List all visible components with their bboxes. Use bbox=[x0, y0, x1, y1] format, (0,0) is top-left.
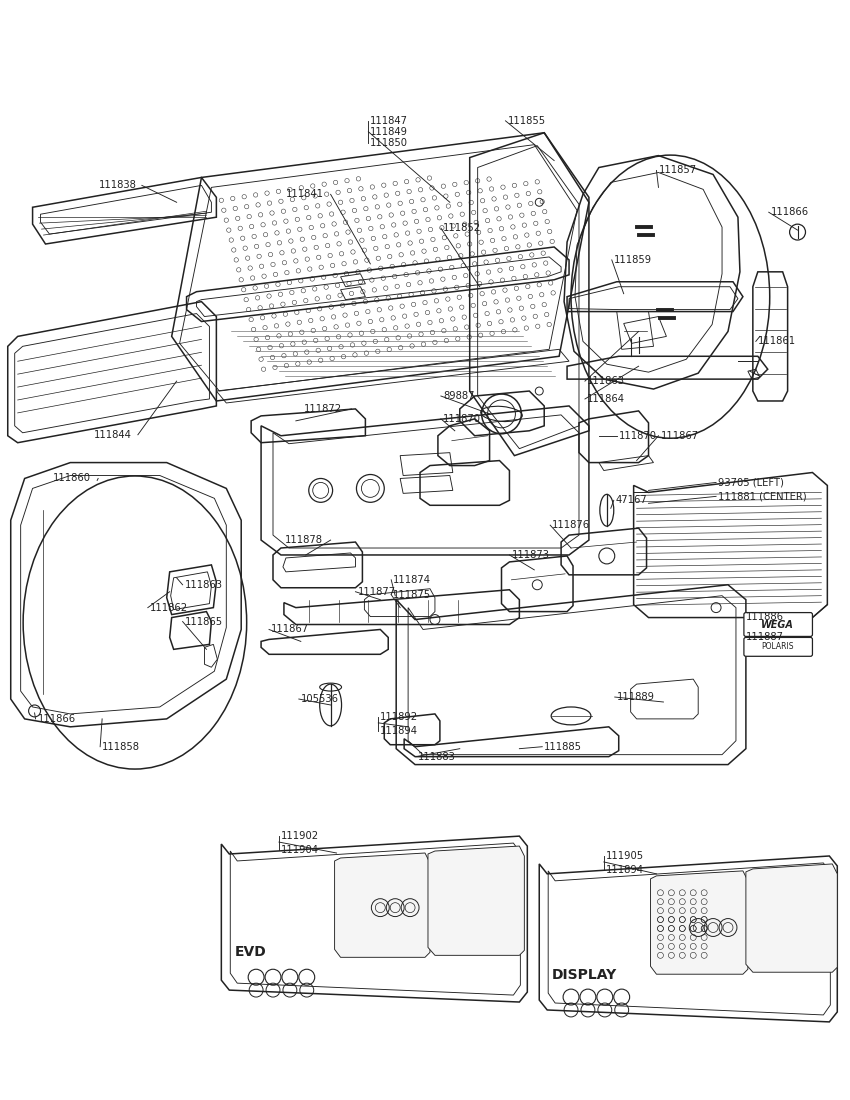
Text: 111881 (CENTER): 111881 (CENTER) bbox=[718, 492, 807, 502]
FancyBboxPatch shape bbox=[744, 613, 813, 637]
Text: 111850: 111850 bbox=[371, 138, 408, 147]
Text: 111863: 111863 bbox=[587, 376, 625, 386]
Text: 111902: 111902 bbox=[281, 832, 319, 842]
Text: 111841: 111841 bbox=[286, 189, 324, 199]
Text: 111874: 111874 bbox=[394, 575, 431, 585]
Text: 111852: 111852 bbox=[443, 223, 481, 233]
Text: 111867: 111867 bbox=[271, 625, 309, 635]
Text: 111857: 111857 bbox=[659, 165, 697, 176]
Text: 111889: 111889 bbox=[617, 692, 654, 702]
Text: 111873: 111873 bbox=[512, 550, 549, 560]
Text: 111905: 111905 bbox=[606, 851, 644, 861]
Text: 111864: 111864 bbox=[587, 394, 625, 404]
Text: 111870: 111870 bbox=[619, 431, 657, 441]
Polygon shape bbox=[746, 864, 837, 972]
Text: 111838: 111838 bbox=[99, 180, 137, 190]
Text: 111872: 111872 bbox=[303, 404, 342, 414]
Text: 111867: 111867 bbox=[660, 431, 699, 441]
Text: WEGA: WEGA bbox=[762, 619, 794, 629]
Text: 111883: 111883 bbox=[418, 751, 456, 761]
Text: 111855: 111855 bbox=[507, 116, 546, 125]
Text: 111865: 111865 bbox=[184, 616, 223, 627]
FancyBboxPatch shape bbox=[744, 637, 813, 657]
Text: 111866: 111866 bbox=[771, 207, 809, 217]
Text: 111844: 111844 bbox=[94, 430, 132, 440]
Text: EVD: EVD bbox=[235, 945, 266, 959]
Polygon shape bbox=[428, 846, 524, 955]
Text: 89887: 89887 bbox=[443, 390, 474, 402]
Text: 111866: 111866 bbox=[37, 714, 76, 724]
Text: 111894: 111894 bbox=[380, 726, 418, 736]
Text: 111858: 111858 bbox=[102, 741, 140, 751]
Text: 111894: 111894 bbox=[606, 865, 643, 874]
Text: 111860: 111860 bbox=[53, 473, 90, 484]
Text: 47167: 47167 bbox=[615, 495, 648, 505]
Text: 111862: 111862 bbox=[150, 603, 188, 613]
Text: 111885: 111885 bbox=[544, 741, 582, 751]
Text: 111904: 111904 bbox=[281, 845, 319, 855]
Text: 111878: 111878 bbox=[285, 535, 323, 546]
Text: 93705 (LEFT): 93705 (LEFT) bbox=[718, 477, 784, 487]
Polygon shape bbox=[335, 852, 430, 957]
Text: 111861: 111861 bbox=[758, 337, 796, 346]
Text: 111870: 111870 bbox=[443, 414, 481, 424]
Text: 111877: 111877 bbox=[358, 586, 395, 596]
Polygon shape bbox=[650, 871, 748, 975]
Text: 111875: 111875 bbox=[394, 590, 431, 600]
Text: 111886: 111886 bbox=[746, 612, 784, 621]
Text: 111892: 111892 bbox=[380, 712, 418, 722]
Text: DISPLAY: DISPLAY bbox=[552, 968, 617, 982]
Text: 111849: 111849 bbox=[371, 126, 408, 136]
Text: 105536: 105536 bbox=[301, 694, 339, 704]
Text: 111876: 111876 bbox=[552, 520, 590, 530]
Text: 111847: 111847 bbox=[371, 116, 408, 125]
Text: 111887: 111887 bbox=[746, 632, 784, 642]
Text: POLARIS: POLARIS bbox=[762, 642, 794, 651]
Text: 111859: 111859 bbox=[614, 255, 652, 265]
Text: 111863: 111863 bbox=[184, 580, 223, 590]
